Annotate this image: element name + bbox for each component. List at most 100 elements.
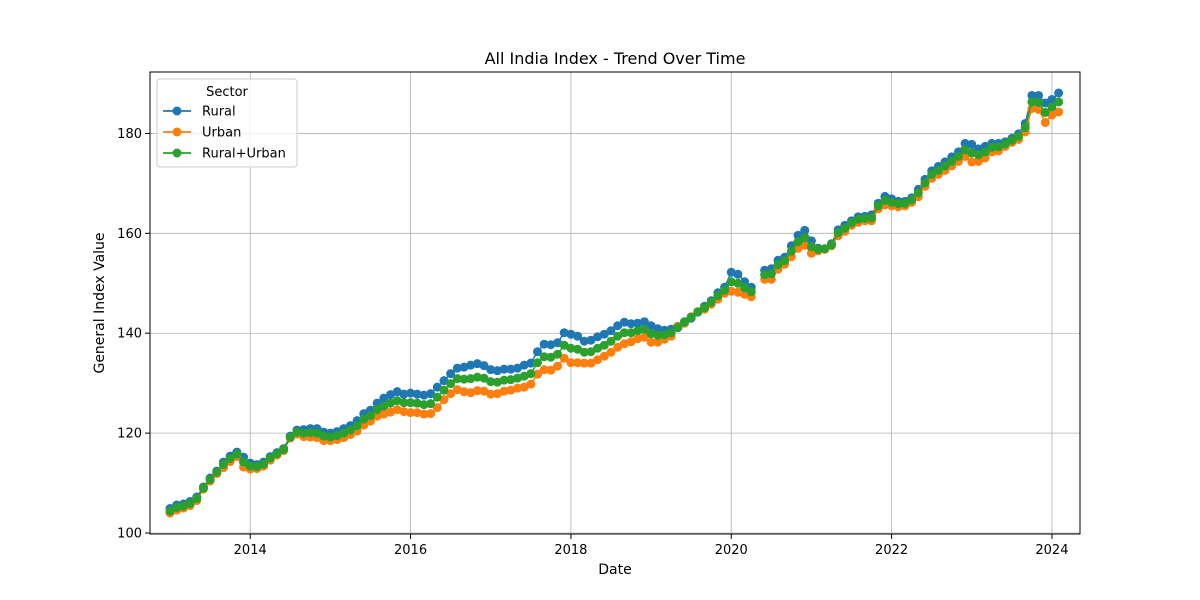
data-point [512,383,522,393]
data-point [352,421,362,431]
data-point [185,499,195,509]
data-point [900,198,910,208]
data-point [893,199,903,209]
data-point [439,385,449,395]
data-point [399,389,409,399]
data-point [693,307,703,317]
data-point [533,347,542,357]
data-point [887,197,897,207]
data-point [666,328,676,338]
data-point [372,405,382,415]
data-point [279,445,289,455]
data-point [847,218,857,228]
data-point [553,361,563,371]
x-tick-label: 2020 [715,543,748,558]
data-point [499,375,509,385]
data-point [599,340,609,350]
data-point [980,147,990,157]
data-point [379,393,389,403]
data-point [1000,139,1010,149]
data-point [599,351,609,361]
data-point [639,324,649,334]
data-point [713,291,723,301]
data-point [452,363,462,373]
legend-marker [172,106,182,116]
data-point [960,138,970,148]
data-point [1027,97,1037,107]
legend-label: Urban [202,126,241,141]
data-point [967,157,977,167]
data-point [613,321,623,331]
data-point [579,347,589,357]
data-point [873,201,883,211]
data-point [766,269,776,279]
data-point [679,317,689,327]
data-point [973,156,983,166]
data-point [720,285,730,295]
data-point [432,392,442,402]
data-point [345,425,355,435]
y-tick-label: 140 [117,327,142,342]
data-point [472,386,482,396]
data-point [953,151,963,161]
data-point [259,459,269,469]
data-point [479,373,489,383]
data-point [1034,90,1044,100]
data-point [947,156,957,166]
data-point [559,340,569,350]
data-point [1014,131,1024,141]
data-point [653,330,663,340]
data-point [573,331,583,341]
data-point [1020,122,1030,132]
legend-marker [172,148,182,158]
data-point [867,213,877,223]
data-point [406,408,416,418]
legend-entry: Rural+Urban [163,147,286,162]
data-point [239,457,249,467]
data-point [960,151,970,161]
data-point [613,331,623,341]
data-point [780,256,790,266]
x-tick-label: 2014 [234,543,267,558]
data-point [800,233,810,243]
data-point [760,270,770,280]
series-rural-urban [165,97,1064,516]
data-point [479,361,489,371]
data-point [553,349,563,359]
data-point [840,223,850,233]
data-point [920,178,930,188]
data-point [639,332,649,342]
data-point [646,337,656,347]
data-point [432,382,442,392]
data-point [1054,88,1064,98]
data-point [967,139,977,149]
data-point [586,358,596,368]
x-tick-label: 2018 [554,543,587,558]
data-point [419,409,429,419]
data-point [566,358,576,368]
data-point [606,326,616,336]
data-point [305,428,315,438]
data-point [172,503,182,513]
data-point [245,461,255,471]
data-point [579,358,589,368]
data-point [486,377,496,387]
data-point [740,283,750,293]
data-point [793,237,803,247]
data-point [198,483,208,493]
data-point [412,389,422,399]
data-point [446,369,456,379]
data-point [733,278,743,288]
data-point [486,365,496,375]
x-tick-label: 2016 [394,543,427,558]
data-point [299,428,309,438]
data-point [820,244,830,254]
data-point [472,372,482,382]
data-point [1054,97,1064,107]
data-point [225,454,235,464]
data-point [432,403,442,413]
data-point [486,389,496,399]
data-point [265,453,275,463]
data-point [192,494,202,504]
data-point [626,337,636,347]
